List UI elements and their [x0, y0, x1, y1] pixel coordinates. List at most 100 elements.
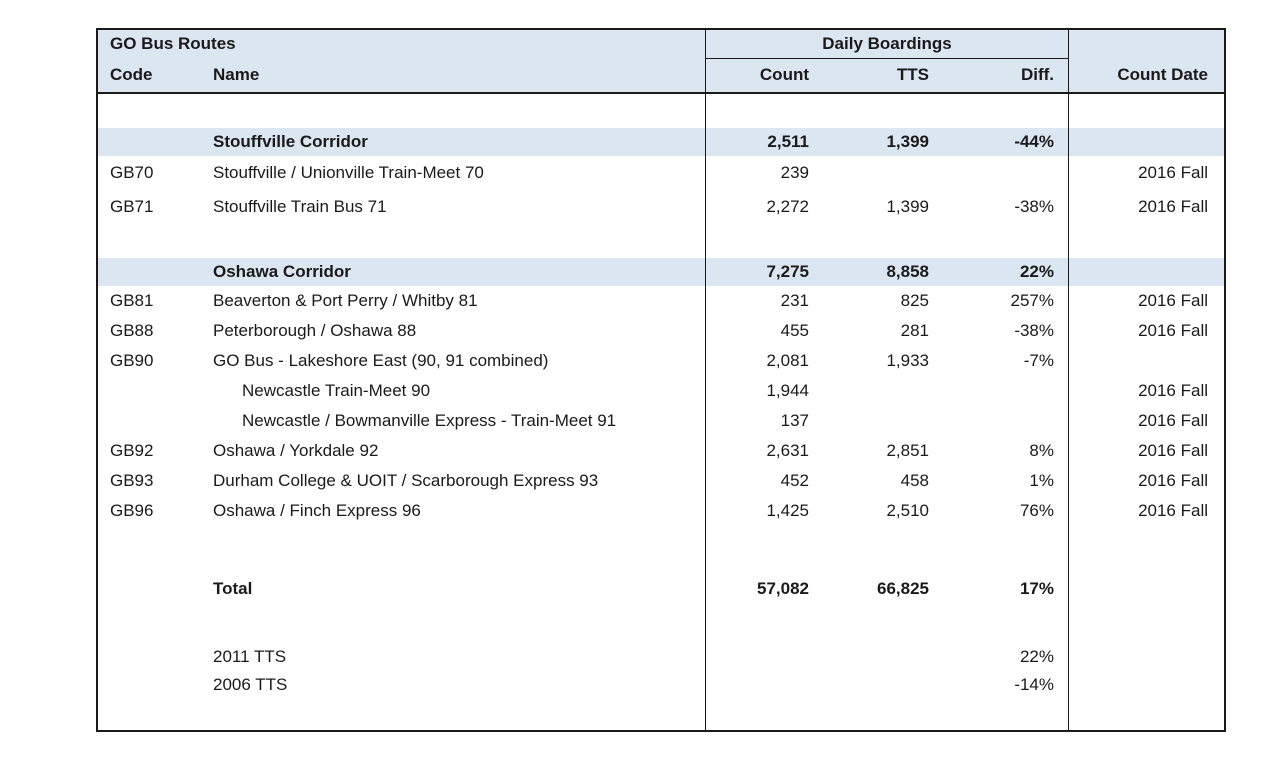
table-row: GB70 Stouffville / Unionville Train-Meet … — [98, 156, 1224, 190]
cell-code: GB92 — [110, 440, 154, 460]
cell-date — [1068, 643, 1224, 671]
table-row: GB93 Durham College & UOIT / Scarborough … — [98, 466, 1224, 496]
cell-diff: -14% — [1014, 674, 1054, 694]
spacer-row — [98, 526, 1224, 569]
cell-count: 455 — [705, 316, 825, 346]
cell-date — [1068, 699, 1224, 730]
table-row: Newcastle / Bowmanville Express - Train-… — [98, 406, 1224, 436]
cell-code: GB71 — [110, 196, 154, 216]
cell-name: Oshawa Corridor — [213, 261, 351, 281]
cell-tts: 2,510 — [886, 500, 929, 520]
cell-tts — [825, 156, 945, 190]
col-header-code: Code — [110, 65, 153, 85]
cell-date — [1068, 671, 1224, 699]
cell-date: 2016 Fall — [1068, 496, 1224, 526]
cell-code — [98, 376, 208, 406]
cell-count: 2,631 — [705, 436, 825, 466]
cell-diff: 76% — [1019, 500, 1054, 520]
table-row: 2011 TTS 22% — [98, 643, 1224, 671]
cell-name: GO Bus - Lakeshore East (90, 91 combined… — [213, 350, 549, 370]
cell-date — [1068, 94, 1224, 128]
cell-diff: 257% — [1010, 290, 1054, 310]
cell-code — [98, 224, 208, 258]
go-bus-routes-table: GO Bus Routes Daily Boardings Code Name … — [96, 28, 1226, 732]
table-header: GO Bus Routes Daily Boardings Code Name … — [98, 30, 1224, 94]
cell-code — [98, 569, 208, 609]
cell-date — [1068, 526, 1224, 569]
cell-name: Newcastle Train-Meet 90 — [242, 380, 431, 400]
cell-count: 137 — [705, 406, 825, 436]
header-row-columns: Code Name Count TTS Diff. Count Date — [98, 59, 1224, 92]
table-row: 2006 TTS -14% — [98, 671, 1224, 699]
cell-tts — [825, 376, 945, 406]
cell-count — [705, 526, 825, 569]
cell-date — [1068, 569, 1224, 609]
cell-code — [98, 671, 208, 699]
table-row: Newcastle Train-Meet 90 1,944 2016 Fall — [98, 376, 1224, 406]
cell-diff: 8% — [1029, 440, 1054, 460]
cell-date: 2016 Fall — [1068, 466, 1224, 496]
cell-code — [98, 406, 208, 436]
table-row: Stouffville Corridor 2,511 1,399 -44% — [98, 128, 1224, 156]
cell-tts — [825, 526, 945, 569]
cell-code: GB93 — [110, 470, 154, 490]
table-row: Oshawa Corridor 7,275 8,858 22% — [98, 258, 1224, 286]
cell-date: 2016 Fall — [1068, 286, 1224, 316]
cell-name: 2011 TTS — [213, 646, 287, 666]
table-row: GB88 Peterborough / Oshawa 88 455 281 -38% 20… — [98, 316, 1224, 346]
cell-date — [1068, 609, 1224, 643]
cell-tts — [825, 699, 945, 730]
cell-tts: 281 — [900, 320, 929, 340]
cell-code: GB96 — [110, 500, 154, 520]
cell-count: 57,082 — [705, 569, 825, 609]
cell-name: Peterborough / Oshawa 88 — [213, 320, 417, 340]
col-header-tts: TTS — [896, 65, 929, 85]
cell-count: 1,425 — [705, 496, 825, 526]
cell-count: 239 — [705, 156, 825, 190]
spacer-row — [98, 224, 1224, 258]
table-row: GB90 GO Bus - Lakeshore East (90, 91 comb… — [98, 346, 1224, 376]
col-header-name: Name — [213, 65, 260, 85]
cell-tts — [825, 224, 945, 258]
cell-diff: 22% — [1019, 261, 1054, 281]
col-header-count: Count — [705, 59, 825, 92]
col-header-diff: Diff. — [1020, 65, 1054, 85]
daily-boardings-group-header: Daily Boardings — [705, 30, 1068, 59]
cell-tts — [825, 94, 945, 128]
count-date-header-upper — [1068, 30, 1224, 59]
cell-date: 2016 Fall — [1068, 376, 1224, 406]
cell-code: GB90 — [110, 350, 154, 370]
cell-name: Oshawa / Finch Express 96 — [213, 500, 421, 520]
cell-tts: 8,858 — [886, 261, 929, 281]
cell-tts — [825, 609, 945, 643]
cell-date — [1068, 346, 1224, 376]
cell-count: 2,511 — [705, 128, 825, 156]
cell-date: 2016 Fall — [1068, 436, 1224, 466]
cell-tts: 66,825 — [877, 578, 929, 598]
table-row: GB81 Beaverton & Port Perry / Whitby 81 23… — [98, 286, 1224, 316]
cell-code: GB70 — [110, 162, 154, 182]
cell-name — [208, 224, 705, 258]
table-row: Total 57,082 66,825 17% — [98, 569, 1224, 609]
cell-count: 231 — [705, 286, 825, 316]
cell-tts — [825, 406, 945, 436]
cell-count: 452 — [705, 466, 825, 496]
cell-diff — [945, 94, 1068, 128]
cell-name — [208, 526, 705, 569]
cell-count: 2,081 — [705, 346, 825, 376]
cell-diff: 1% — [1029, 470, 1054, 490]
cell-code — [98, 699, 208, 730]
cell-tts: 458 — [900, 470, 929, 490]
cell-count — [705, 699, 825, 730]
cell-count — [705, 94, 825, 128]
table-title: GO Bus Routes — [110, 34, 236, 54]
cell-name: Total — [213, 578, 253, 598]
cell-count — [705, 643, 825, 671]
cell-code — [98, 258, 208, 286]
cell-diff: -44% — [1014, 131, 1054, 151]
spacer-row — [98, 699, 1224, 730]
cell-name — [208, 94, 705, 128]
cell-diff — [945, 156, 1068, 190]
cell-name: Oshawa / Yorkdale 92 — [213, 440, 379, 460]
cell-code — [98, 128, 208, 156]
